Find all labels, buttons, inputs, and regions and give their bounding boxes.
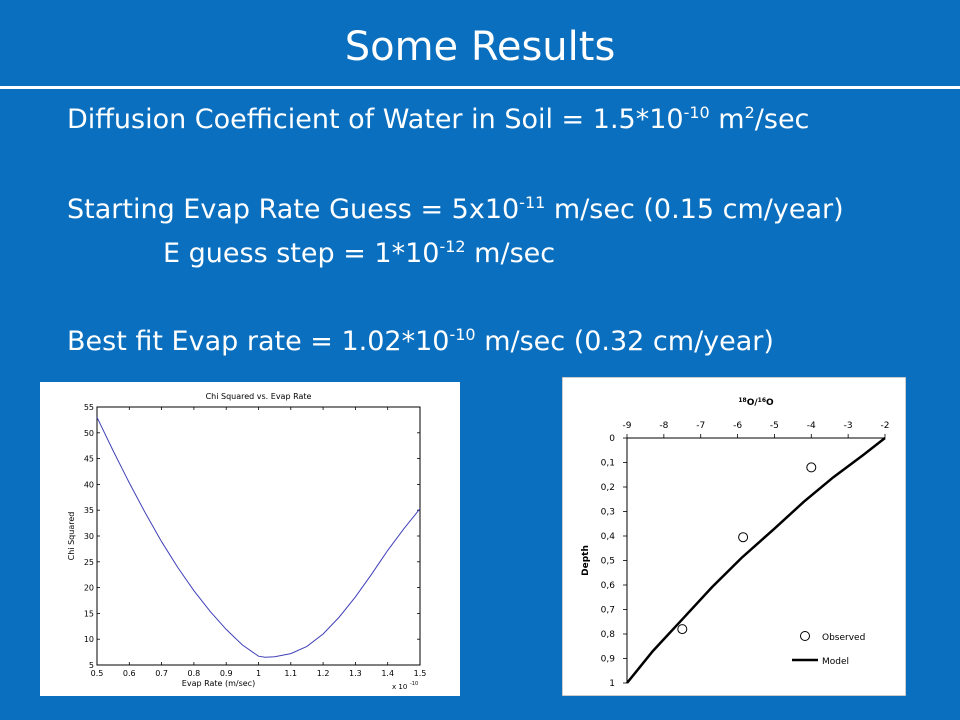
chart1-x-multiplier-exponent: -10 <box>410 681 418 687</box>
isotope-depth-chart: 18O/16O -9 -8 -7 -6 -5 -4 -3 -2 0 0,1 0,2 0,3 0,4 0,5 0… <box>562 377 906 696</box>
chart1-title: Chi Squared vs. Evap Rate <box>206 392 312 401</box>
chart1-background <box>40 382 460 696</box>
chart2-y-tick-label: 0,4 <box>601 532 616 542</box>
chart1-y-tick-label: 30 <box>84 532 94 541</box>
chart1-y-tick-label: 5 <box>89 661 94 670</box>
chart2-x-tick-label: -2 <box>881 421 890 431</box>
chart2-x-tick-label: -9 <box>623 421 632 431</box>
chart2-y-tick-label: 0,7 <box>601 606 615 616</box>
chart1-x-tick-label: 1.1 <box>284 669 297 678</box>
chart2-y-tick-label: 0,5 <box>601 557 615 567</box>
chart2-model-line <box>626 437 886 684</box>
chart2-x-tick-label: -3 <box>844 421 853 431</box>
chart1-y-tick-label: 40 <box>84 480 94 489</box>
chart2-y-tick-label: 0,1 <box>601 459 615 469</box>
chart2-x-tick-label: -6 <box>733 421 742 431</box>
chart1-x-tick-label: 1.5 <box>414 669 427 678</box>
chart1-x-tick-label: 0.9 <box>220 669 233 678</box>
chart1-x-tick-label: 1.3 <box>349 669 362 678</box>
chart1-y-tick-label: 25 <box>84 558 94 567</box>
chart2-x-tick-label: -8 <box>659 421 668 431</box>
chart2-y-axis-label: Depth <box>581 545 591 576</box>
chart2-y-tick-label: 0,8 <box>601 630 616 640</box>
chart2-observed-point <box>738 532 749 543</box>
slide-title: Some Results <box>344 24 616 70</box>
chart1-x-tick-label: 0.5 <box>91 669 104 678</box>
chart1-x-tick-label: 0.7 <box>155 669 168 678</box>
chart1-x-axis-label: Evap Rate (m/sec) <box>182 679 255 688</box>
chart1-x-tick-label: 0.6 <box>123 669 136 678</box>
chart2-x-tick-label: -4 <box>807 421 816 431</box>
chart2-y-tick-label: 1 <box>609 679 615 689</box>
chart2-legend-observed-label: Observed <box>822 633 865 643</box>
chi-squared-chart: Chi Squared vs. Evap Rate 0.5 0.6 0.7 0.8 0.9… <box>40 382 460 696</box>
chart1-x-tick-label: 0.8 <box>188 669 201 678</box>
chart2-title: 18O/16O <box>738 397 774 409</box>
chart2-y-tick-label: 0 <box>609 434 615 444</box>
chart2-x-tick-label: -7 <box>696 421 705 431</box>
chart1-y-tick-label: 15 <box>84 609 94 618</box>
chart1-y-tick-label: 35 <box>84 506 94 515</box>
chart2-observed-point <box>806 462 817 473</box>
chart1-x-tick-label: 1 <box>256 669 261 678</box>
diffusion-coefficient-line: Diffusion Coefficient of Water in Soil =… <box>67 103 810 135</box>
chart1-y-tick-label: 20 <box>84 584 94 593</box>
chart2-y-tick-label: 0,9 <box>601 655 616 665</box>
chart1-y-tick-label: 10 <box>84 635 94 644</box>
chart1-y-axis-label: Chi Squared <box>67 512 76 561</box>
chart1-x-multiplier: x 10 <box>392 683 407 691</box>
chart2-y-tick-label: 0,2 <box>601 483 615 493</box>
chart2-observed-point <box>677 624 688 635</box>
chart1-series-line <box>96 417 421 658</box>
chart1-y-tick-label: 55 <box>84 403 94 412</box>
title-divider <box>0 86 960 89</box>
chart2-y-tick-label: 0,6 <box>601 581 616 591</box>
starting-evap-rate-line: Starting Evap Rate Guess = 5x10-11 m/sec… <box>67 193 844 225</box>
best-fit-evap-rate-line: Best fit Evap rate = 1.02*10-10 m/sec (0… <box>67 325 774 357</box>
chart2-y-tick-label: 0,3 <box>601 508 615 518</box>
chart2-legend-observed-marker <box>800 631 810 641</box>
chart2-background <box>562 377 906 696</box>
chart1-x-tick-label: 1.4 <box>381 669 394 678</box>
chart2-x-tick-label: -5 <box>770 421 779 431</box>
chart1-y-tick-label: 50 <box>84 429 94 438</box>
e-guess-step-line: E guess step = 1*10-12 m/sec <box>163 237 556 269</box>
chart1-x-tick-label: 1.2 <box>317 669 330 678</box>
chart2-legend-model-label: Model <box>822 657 849 667</box>
chart1-y-tick-label: 45 <box>84 455 94 464</box>
